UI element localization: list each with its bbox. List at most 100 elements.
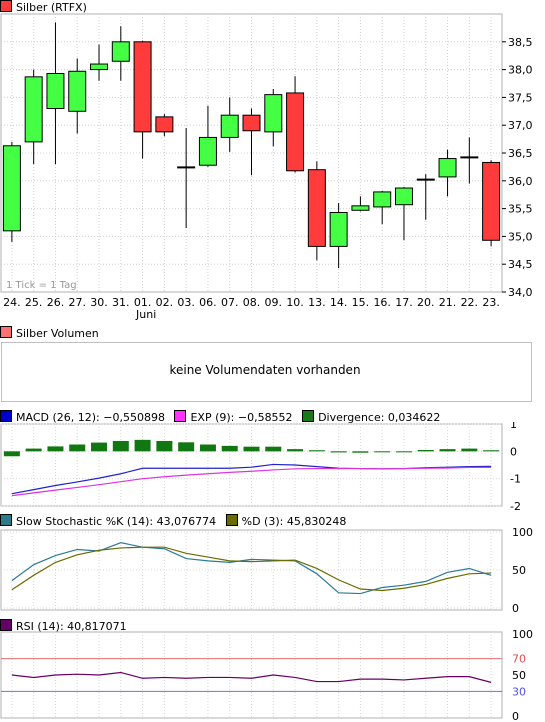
x-tick-label: 07. <box>221 296 239 309</box>
divergence-bar <box>221 445 238 452</box>
volume-legend-label: Silber Volumen <box>16 327 99 340</box>
divergence-bar <box>461 448 478 452</box>
stoch-legend: Slow Stochastic %K (14): 43,076774 %D (3… <box>0 514 352 528</box>
candle-body <box>177 166 196 169</box>
rsi-line <box>11 671 492 683</box>
rsi-swatch <box>0 619 12 631</box>
divergence-bar <box>374 451 391 453</box>
x-tick-label: 20. <box>417 296 435 309</box>
y-tick-label: 0 <box>512 602 519 614</box>
candle-body <box>307 169 326 247</box>
stoch-k-legend-label: Slow Stochastic %K (14): 43,076774 <box>16 515 217 528</box>
y-tick-label: 30 <box>512 685 526 698</box>
volume-panel <box>1 342 532 402</box>
y-tick-label: -1 <box>510 473 521 486</box>
x-tick-label: 22. <box>461 296 479 309</box>
price-legend-label: Silber (RTFX) <box>16 1 87 14</box>
candle-body <box>460 156 479 159</box>
divergence-bar <box>178 442 195 452</box>
candle-body <box>482 161 501 241</box>
candle-body <box>24 76 43 143</box>
macd-legend-label: MACD (26, 12): −0,550898 <box>16 411 165 424</box>
exp-line <box>11 466 492 497</box>
x-tick-label: 30. <box>90 296 108 309</box>
macd-swatch <box>0 410 12 422</box>
y-tick-label: 34,0 <box>508 286 533 299</box>
y-tick-label: 100 <box>512 630 533 641</box>
divergence-legend-item: Divergence: 0,034622 <box>302 410 440 425</box>
y-tick-label: 1 <box>510 422 517 431</box>
y-tick-label: 100 <box>512 526 533 539</box>
x-tick-label: 31. <box>112 296 130 309</box>
price-legend: Silber (RTFX) <box>0 0 87 14</box>
price-legend-swatch <box>0 0 12 12</box>
divergence-bar <box>483 450 500 452</box>
x-tick-label: 03. <box>177 296 195 309</box>
candle-body <box>264 94 283 133</box>
candle-body <box>133 41 152 133</box>
exp-legend-item: EXP (9): −0,58552 <box>174 410 293 425</box>
divergence-bar <box>69 444 86 452</box>
macd-legend: MACD (26, 12): −0,550898 EXP (9): −0,585… <box>0 410 446 424</box>
price-chart: 34,0 34,5 35,0 35,5 36,0 36,5 37,0 37,5 38,0 38,5… <box>0 13 533 309</box>
candle-body <box>416 178 435 181</box>
no-volume-message: keine Volumendaten vorhanden <box>169 363 361 377</box>
y-tick-label: 37,0 <box>508 119 533 132</box>
stoch-d-swatch <box>225 514 238 526</box>
candle-body <box>90 63 109 71</box>
candle-body <box>111 41 130 62</box>
divergence-bar <box>265 446 282 452</box>
y-tick-label: 35,0 <box>508 230 533 243</box>
x-tick-label: 13. <box>308 296 326 309</box>
divergence-legend-label: Divergence: 0,034622 <box>318 411 441 424</box>
divergence-bar <box>91 442 108 452</box>
x-tick-label: 27. <box>68 296 86 309</box>
y-tick-label: 38,0 <box>508 64 533 77</box>
divergence-bar <box>330 451 347 453</box>
x-tick-label: 08. <box>243 296 261 309</box>
tick-watermark: 1 Tick = 1 Tag <box>6 280 77 291</box>
y-tick-label: 50 <box>512 564 526 577</box>
stoch-chart: 100 50 0 <box>0 526 533 614</box>
candle-body <box>220 114 239 138</box>
stoch-d-legend-label: %D (3): 45,830248 <box>241 515 347 528</box>
divergence-bar <box>112 440 129 452</box>
divergence-bar <box>417 449 434 452</box>
candle-body <box>2 145 21 232</box>
exp-legend-label: EXP (9): −0,58552 <box>190 411 293 424</box>
divergence-bar <box>287 449 304 452</box>
stoch-d-line <box>11 546 492 592</box>
volume-legend: Silber Volumen <box>0 326 99 340</box>
macd-chart: 1 0 -1 -2 <box>0 422 521 512</box>
divergence-bar <box>47 446 64 452</box>
divergence-bar <box>308 450 325 452</box>
y-tick-label: 34,5 <box>508 258 533 271</box>
candle-body <box>242 114 261 132</box>
candle-body <box>155 116 174 133</box>
y-tick-label: -2 <box>510 500 521 512</box>
divergence-bar <box>439 449 456 452</box>
x-tick-label: 17. <box>395 296 413 309</box>
candle-body <box>68 70 87 112</box>
candle-body <box>286 92 305 172</box>
x-tick-label: 06. <box>199 296 217 309</box>
divergence-bar <box>395 451 412 453</box>
candle-body <box>198 136 217 166</box>
month-label: Juni <box>136 308 157 321</box>
y-tick-label: 0 <box>510 445 517 458</box>
x-tick-label: 02. <box>156 296 174 309</box>
macd-plot-area <box>0 423 503 507</box>
stoch-k-legend-item: Slow Stochastic %K (14): 43,076774 <box>0 514 216 529</box>
divergence-swatch <box>302 410 315 422</box>
candle-body <box>46 72 65 110</box>
y-tick-label: 70 <box>512 653 526 666</box>
stoch-k-line <box>11 542 492 595</box>
candle-body <box>351 205 370 211</box>
candle-body <box>373 191 392 208</box>
candle-body <box>438 158 457 178</box>
candle-body <box>329 211 348 247</box>
x-tick-label: 24. <box>3 296 21 309</box>
x-tick-label: 25. <box>25 296 43 309</box>
x-tick-label: 10. <box>286 296 304 309</box>
y-tick-label: 0 <box>512 710 519 722</box>
